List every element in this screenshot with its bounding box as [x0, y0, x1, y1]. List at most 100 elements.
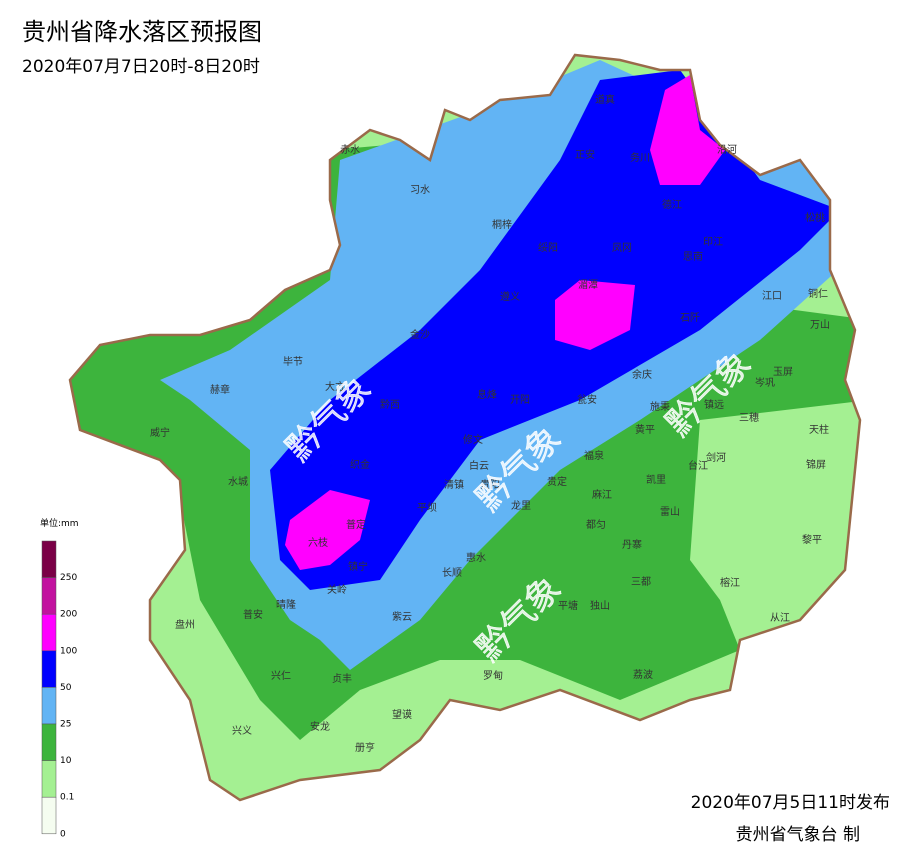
county-label: 普定	[346, 518, 366, 531]
county-label: 桐梓	[492, 218, 512, 231]
map-subtitle: 2020年07月7日20时-8日20时	[22, 57, 260, 77]
county-label: 湄潭	[578, 279, 598, 291]
issue-time: 2020年07月5日11时发布	[691, 793, 890, 813]
area-heavy-rainstorm	[555, 280, 635, 350]
county-label: 黎平	[802, 533, 822, 546]
county-label: 水城	[228, 476, 248, 488]
county-label: 镇宁	[348, 560, 368, 573]
county-label: 关岭	[327, 583, 347, 596]
county-label: 威宁	[150, 426, 170, 439]
legend-swatch	[41, 540, 57, 578]
county-label: 册亨	[355, 741, 375, 754]
legend-unit: 单位:mm	[40, 517, 79, 529]
county-label: 雷山	[660, 506, 680, 518]
area-heavy-rainstorm	[650, 75, 725, 185]
county-label: 印江	[703, 236, 723, 248]
county-label: 天柱	[809, 423, 829, 436]
county-label: 沿河	[717, 144, 737, 156]
county-label: 余庆	[632, 368, 652, 381]
county-label: 贵阳	[480, 478, 500, 491]
county-label: 三穗	[739, 411, 759, 424]
legend-label: 200	[60, 610, 77, 620]
county-label: 道真	[595, 93, 615, 106]
legend-label: 250	[60, 573, 77, 583]
legend-label: 50	[60, 683, 72, 693]
area-heavy-rainstorm	[285, 490, 370, 570]
county-label: 丹寨	[622, 538, 642, 551]
county-label: 黄平	[635, 423, 655, 436]
legend-label: 100	[60, 646, 77, 656]
county-label: 独山	[590, 599, 610, 612]
county-label: 白云	[469, 459, 489, 472]
county-label: 普安	[243, 608, 263, 621]
county-label: 思南	[683, 250, 703, 263]
legend-swatch	[41, 760, 57, 798]
county-label: 息烽	[477, 388, 497, 401]
county-label: 金沙	[410, 328, 430, 341]
county-label: 都匀	[586, 519, 606, 531]
county-label: 凤冈	[612, 242, 632, 254]
county-label: 紫云	[392, 611, 412, 623]
county-label: 贵定	[547, 475, 567, 488]
county-label: 兴仁	[271, 670, 291, 682]
county-label: 六枝	[308, 536, 328, 549]
county-label: 从江	[770, 612, 790, 624]
county-label: 遵义	[500, 290, 520, 303]
county-label: 清镇	[444, 478, 464, 491]
county-label: 施秉	[650, 400, 670, 413]
county-label: 长顺	[442, 567, 462, 579]
county-label: 安龙	[310, 720, 330, 733]
county-label: 瓮安	[577, 393, 597, 406]
legend-swatch	[41, 796, 57, 835]
county-label: 赫章	[210, 383, 230, 396]
county-label: 毕节	[283, 355, 303, 368]
maker: 贵州省气象台 制	[736, 825, 860, 845]
county-label: 盘州	[175, 618, 195, 631]
county-label: 务川	[630, 151, 650, 164]
county-label: 万山	[810, 319, 830, 331]
county-label: 织金	[350, 458, 370, 471]
county-label: 德江	[662, 198, 682, 211]
county-label: 剑河	[706, 451, 726, 464]
map-title: 贵州省降水落区预报图	[22, 18, 262, 46]
county-label: 平塘	[558, 599, 578, 612]
legend-label: 25	[60, 720, 71, 730]
legend-label: 10	[60, 756, 72, 766]
county-label: 习水	[410, 184, 430, 196]
legend-label: 0.1	[60, 793, 74, 803]
county-label: 三都	[631, 576, 651, 588]
county-label: 凯里	[646, 473, 666, 486]
county-label: 岑巩	[755, 377, 775, 389]
county-label: 平坝	[417, 502, 437, 514]
legend-label: 0	[60, 829, 66, 839]
county-label: 玉屏	[773, 366, 793, 378]
county-label: 罗甸	[483, 669, 503, 682]
legend-swatch	[41, 577, 57, 615]
county-label: 望谟	[392, 708, 412, 721]
county-label: 龙里	[511, 499, 531, 512]
county-label: 锦屏	[806, 458, 826, 471]
legend-swatch	[41, 650, 57, 688]
county-label: 惠水	[466, 551, 486, 564]
county-label: 松桃	[805, 211, 825, 224]
legend-swatch	[41, 687, 57, 725]
county-label: 兴义	[232, 725, 252, 737]
legend-swatch	[41, 613, 57, 652]
county-label: 江口	[762, 290, 782, 302]
county-label: 正安	[575, 148, 595, 161]
county-label: 绥阳	[538, 242, 558, 254]
county-label: 榕江	[720, 576, 740, 589]
county-label: 贞丰	[332, 672, 352, 685]
county-label: 福泉	[584, 449, 604, 462]
legend: 250 200 100 50 25 10 0.1 0	[41, 540, 77, 839]
county-label: 修文	[463, 433, 483, 446]
county-label: 麻江	[592, 488, 612, 501]
county-label: 台江	[688, 459, 708, 472]
county-label: 镇远	[704, 398, 724, 411]
legend-swatch	[41, 723, 57, 761]
county-label: 晴隆	[276, 598, 296, 611]
